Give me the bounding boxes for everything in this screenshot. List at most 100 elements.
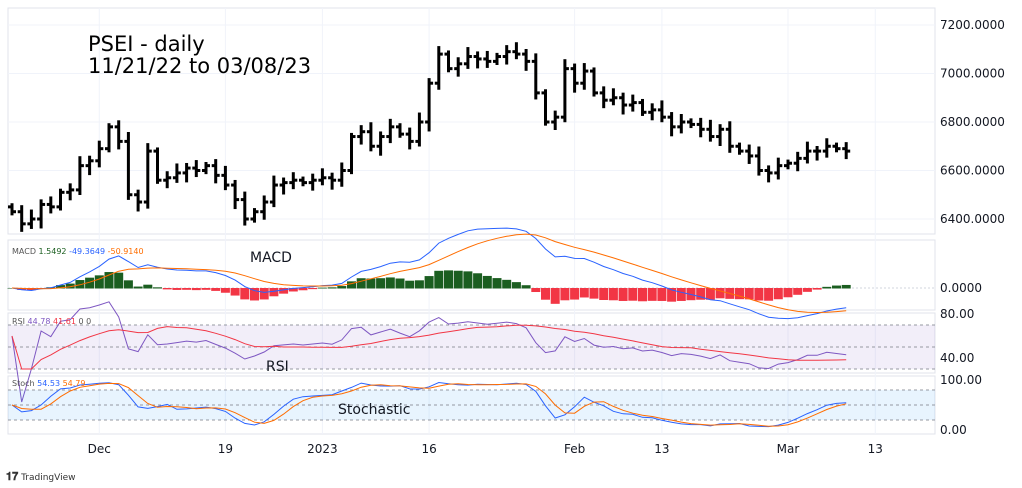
ohlc-bar [182, 162, 191, 183]
x-tick-label: 16 [421, 442, 436, 456]
ohlc-bar [260, 195, 269, 220]
ohlc-bar [308, 173, 317, 191]
macd-histogram-bar [618, 288, 628, 301]
macd-histogram-bar [220, 288, 230, 293]
ohlc-bar [202, 162, 210, 175]
stochastic-annotation: Stochastic [338, 402, 410, 418]
macd-histogram-bar [511, 282, 521, 289]
price-tick-label: 7000.0000 [940, 67, 1005, 81]
title-line-1: PSEI - daily [88, 32, 205, 56]
ohlc-bar [366, 122, 375, 152]
x-tick-label: 13 [868, 442, 883, 456]
ohlc-bar [221, 165, 230, 191]
macd-histogram-bar [608, 288, 618, 301]
macd-histogram-bar [531, 288, 541, 293]
rsi-pane [7, 312, 936, 374]
macd-histogram-bar [444, 270, 453, 289]
ohlc-bar [793, 151, 802, 172]
ohlc-bar [687, 118, 695, 129]
ohlc-bar [153, 147, 162, 184]
ohlc-bar [764, 165, 773, 183]
ohlc-bar [580, 63, 589, 90]
macd-histogram-bar [94, 275, 104, 289]
ohlc-bar [269, 175, 278, 208]
macd-histogram-bar [802, 288, 812, 292]
ohlc-bar [415, 112, 424, 147]
macd-histogram-bar [550, 288, 560, 304]
ohlc-bar [192, 160, 201, 178]
branding-text: TradingView [21, 473, 76, 483]
rsi-tick-label: 40.00 [940, 351, 974, 365]
ohlc-bar [813, 146, 822, 161]
rsi-annotation: RSI [266, 359, 289, 375]
ohlc-bar [493, 52, 501, 66]
macd-histogram-bar [182, 288, 192, 290]
macd-histogram-bar [773, 288, 783, 300]
x-tick-label: 13 [654, 442, 669, 456]
ohlc-bar [163, 171, 172, 189]
tradingview-logo[interactable]: 𝟏𝟕 TradingView [6, 470, 76, 483]
ohlc-bar [822, 138, 831, 158]
ohlc-bar [628, 94, 637, 112]
macd-annotation: MACD [250, 250, 292, 266]
macd-histogram-bar [832, 285, 841, 289]
ohlc-bar [599, 86, 608, 109]
ohlc-bar [609, 88, 618, 106]
macd-histogram-bar [347, 281, 356, 289]
ohlc-bar [37, 199, 46, 229]
ohlc-bar [784, 159, 792, 170]
macd-histogram-bar [405, 280, 415, 289]
macd-histogram-bar [366, 278, 376, 289]
macd-histogram-bar [473, 273, 483, 289]
ohlc-bar [405, 127, 414, 150]
macd-histogram-bar [764, 288, 774, 301]
ohlc-bar [347, 132, 356, 175]
macd-histogram-bar [65, 283, 75, 289]
macd-histogram-bar [434, 270, 444, 289]
stoch-legend: Stoch 54.53 54.79 [12, 379, 85, 388]
macd-histogram-bar [288, 288, 298, 292]
ohlc-bar [842, 142, 851, 160]
macd-histogram-bar [638, 288, 647, 302]
ohlc-bar [95, 140, 104, 168]
ohlc-bar [105, 123, 113, 153]
macd-histogram-bar [308, 288, 318, 290]
ohlc-bar [716, 124, 725, 147]
ohlc-bar [337, 162, 346, 187]
stoch-tick-label: 100.00 [940, 373, 982, 387]
ohlc-bar [318, 168, 327, 186]
macd-histogram-bar [754, 288, 764, 301]
ohlc-bar [531, 53, 540, 100]
ohlc-bar [357, 125, 366, 145]
title-line-2: 11/21/22 to 03/08/23 [88, 54, 312, 78]
macd-histogram-bar [541, 288, 550, 300]
macd-histogram-bar [75, 280, 85, 289]
price-tick-label: 6600.0000 [940, 164, 1005, 178]
ohlc-bar [570, 63, 579, 93]
ohlc-bar [648, 103, 657, 121]
x-tick-label: 19 [218, 442, 233, 456]
x-tick-label: Feb [564, 442, 585, 456]
ohlc-bar [289, 172, 298, 190]
macd-histogram-bar [279, 288, 289, 294]
macd-histogram-bar [250, 288, 259, 301]
ohlc-bar [560, 59, 569, 123]
ohlc-bar [56, 188, 65, 211]
ohlc-bar [279, 177, 288, 195]
ohlc-bar [454, 57, 463, 77]
ohlc-bar [735, 142, 744, 155]
macd-histogram-bar [589, 288, 599, 299]
ohlc-bar [114, 120, 123, 150]
ohlc-bar [250, 208, 259, 223]
ohlc-bar [386, 118, 395, 144]
ohlc-bar [657, 100, 666, 123]
macd-tick-label: 0.0000 [940, 281, 982, 295]
ohlc-bar [725, 121, 734, 153]
macd-histogram-bar [735, 288, 744, 300]
macd-histogram-bar [647, 288, 657, 301]
macd-histogram-bar [259, 288, 269, 300]
macd-line [11, 227, 847, 320]
ohlc-bar [463, 47, 472, 69]
ohlc-bar [677, 113, 686, 134]
